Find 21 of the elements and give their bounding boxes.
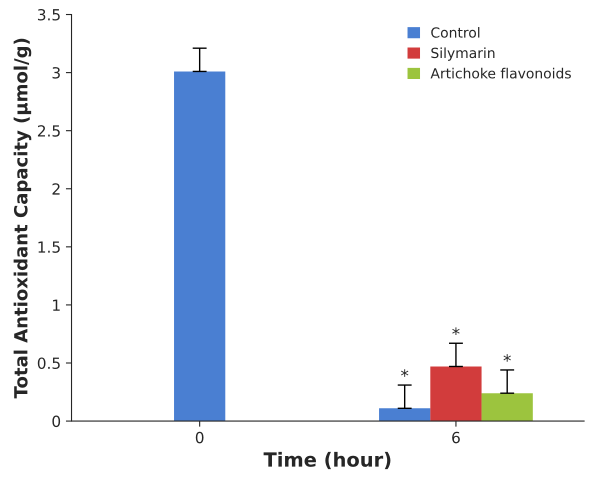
y-tick-label: 1	[53, 300, 60, 311]
y-tick-label: 3.5	[38, 8, 60, 21]
bar	[430, 366, 482, 422]
legend-label: Artichoke flavonoids	[430, 68, 571, 79]
legend-label: Silymarin	[431, 47, 494, 61]
bar	[174, 71, 226, 422]
y-axis-title: Total Antioxidant Capacity (µmol/g)	[14, 38, 32, 398]
bar	[379, 408, 430, 422]
annotation: *	[504, 354, 511, 362]
y-tick-label: 2.5	[38, 125, 60, 137]
x-axis-title: Time (hour)	[264, 452, 390, 470]
y-tick-label: 0.5	[38, 357, 60, 370]
bar	[482, 393, 533, 422]
legend-label: Control	[431, 27, 480, 38]
y-tick-label: 1.5	[38, 242, 60, 253]
x-tick-label: 6	[452, 432, 460, 444]
y-tick-label: 2	[52, 183, 60, 195]
y-tick-label: 3	[52, 67, 60, 79]
annotation: *	[452, 327, 460, 336]
annotation: *	[401, 369, 408, 377]
y-tick-label: 0	[52, 416, 60, 428]
